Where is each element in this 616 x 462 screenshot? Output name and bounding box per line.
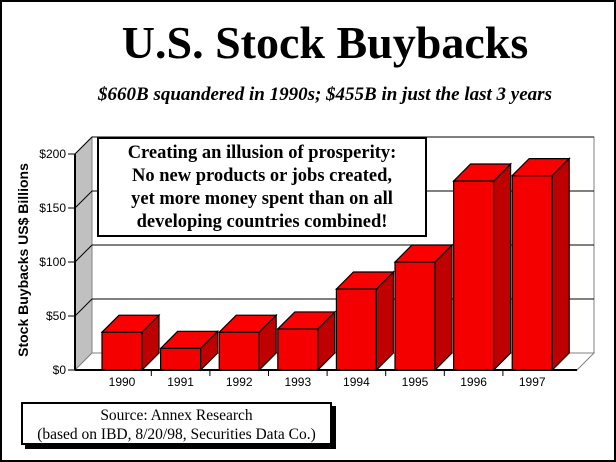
wall-tick-connector [74,298,93,317]
bar-front-face [453,180,495,371]
bar-front-face [335,288,377,371]
bar-top-face [334,271,395,290]
bar-top-face [393,244,454,263]
bar-top-face [510,158,571,177]
bar-side-face [551,157,570,372]
y-tick-label: $0 [53,363,67,377]
y-axis-title: Stock Buybacks US$ Billions [15,163,31,357]
bar-front-face [160,347,202,371]
y-tick-label: $50 [46,309,66,323]
bar-front-face [277,328,319,371]
source-line-1: Source: Annex Research [100,407,253,424]
bar-side-face [493,162,512,372]
chart-title: U.S. Stock Buybacks [121,17,529,68]
bar-top-face [452,163,513,182]
bar-1994 [334,270,395,372]
x-tick-label: 1992 [226,375,253,389]
x-tick-label: 1993 [284,375,311,389]
annotation-box: Creating an illusion of prosperity: No n… [97,137,427,237]
annotation-line: Creating an illusion of prosperity: [127,143,397,163]
x-tick-label: 1994 [343,375,370,389]
x-tick-label: 1990 [109,375,136,389]
bar-1993 [276,310,337,372]
source-box: Source: Annex Research (based on IBD, 8/… [21,402,332,445]
wall-tick-connector [74,136,93,155]
annotation-line: No new products or jobs created, [131,166,393,186]
y-tick-label: $100 [39,255,66,269]
chart-subtitle: $660B squandered in 1990s; $455B in just… [98,84,552,105]
annotation-line: developing countries combined! [136,212,388,232]
bar-side-face [434,243,453,372]
bar-1995 [393,243,454,372]
bar-top-face [100,314,161,333]
bar-front-face [394,261,436,371]
bar-1997 [510,157,571,372]
bar-1991 [159,329,220,372]
bar-top-face [217,314,278,333]
x-tick-label: 1996 [460,375,487,389]
bar-top-face [159,330,220,349]
annotation-line: yet more money spent than on all [131,189,393,209]
bar-1990 [100,313,161,372]
wall-tick-connector [74,190,93,209]
bar-top-face [276,311,337,330]
bar-front-face [101,331,143,371]
bar-1992 [217,313,278,372]
y-tick-label: $200 [39,147,66,161]
wall-tick-connector [74,244,93,263]
bar-front-face [511,175,553,371]
x-tick-label: 1997 [519,375,546,389]
source-line-2: (based on IBD, 8/20/98, Securities Data … [37,426,316,443]
x-tick-label: 1991 [167,375,194,389]
bar-1996 [452,162,513,372]
bar-front-face [218,331,260,371]
x-tick-label: 1995 [402,375,429,389]
y-tick-label: $150 [39,201,66,215]
